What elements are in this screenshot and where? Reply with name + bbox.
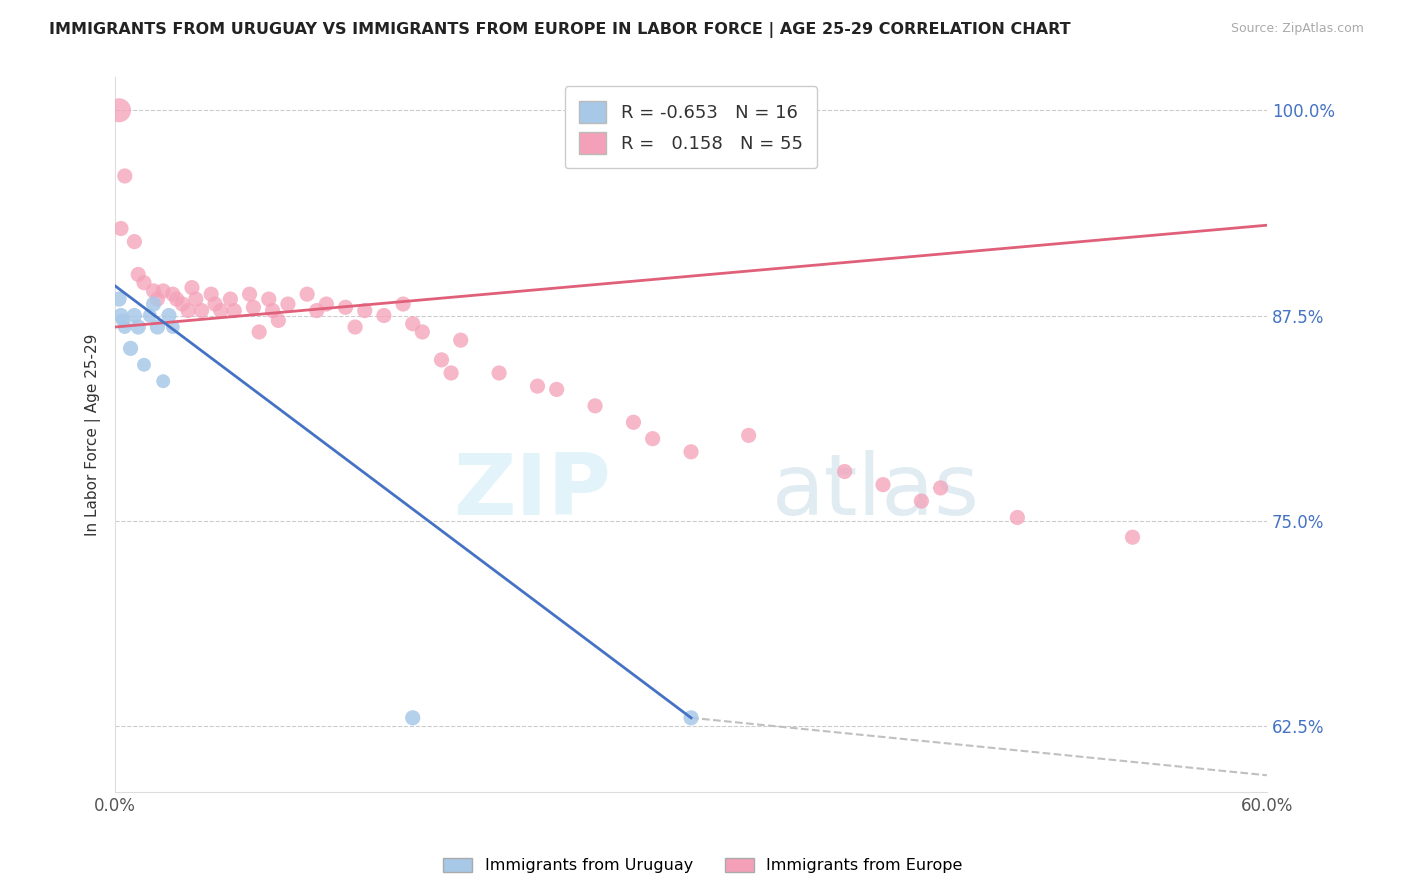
Point xyxy=(184,292,207,306)
Point xyxy=(262,303,284,318)
Point xyxy=(209,303,232,318)
Legend: R = -0.653   N = 16, R =   0.158   N = 55: R = -0.653 N = 16, R = 0.158 N = 55 xyxy=(565,87,817,169)
Point xyxy=(124,309,146,323)
Point xyxy=(157,309,180,323)
Point xyxy=(583,399,606,413)
Point xyxy=(162,287,184,301)
Point xyxy=(162,320,184,334)
Point xyxy=(440,366,463,380)
Point xyxy=(132,276,155,290)
Point xyxy=(142,284,165,298)
Point xyxy=(526,379,548,393)
Point xyxy=(108,103,131,118)
Point xyxy=(238,287,260,301)
Point xyxy=(411,325,433,339)
Point xyxy=(834,465,856,479)
Point xyxy=(114,320,136,334)
Point xyxy=(450,333,472,347)
Point xyxy=(224,303,246,318)
Point xyxy=(127,320,149,334)
Point xyxy=(277,297,299,311)
Point xyxy=(546,383,568,397)
Point xyxy=(488,366,510,380)
Legend: Immigrants from Uruguay, Immigrants from Europe: Immigrants from Uruguay, Immigrants from… xyxy=(437,851,969,880)
Point xyxy=(127,268,149,282)
Point xyxy=(219,292,242,306)
Point xyxy=(679,711,702,725)
Point xyxy=(124,235,146,249)
Point xyxy=(679,445,702,459)
Point xyxy=(353,303,375,318)
Point xyxy=(315,297,337,311)
Text: IMMIGRANTS FROM URUGUAY VS IMMIGRANTS FROM EUROPE IN LABOR FORCE | AGE 25-29 COR: IMMIGRANTS FROM URUGUAY VS IMMIGRANTS FR… xyxy=(49,22,1071,38)
Point xyxy=(132,358,155,372)
Point xyxy=(373,309,395,323)
Point xyxy=(1121,530,1143,544)
Point xyxy=(267,313,290,327)
Point xyxy=(242,301,264,315)
Text: ZIP: ZIP xyxy=(453,450,610,533)
Point xyxy=(172,297,194,311)
Point xyxy=(392,297,415,311)
Point xyxy=(190,303,212,318)
Point xyxy=(1007,510,1029,524)
Point xyxy=(402,711,425,725)
Point xyxy=(305,303,328,318)
Point xyxy=(177,303,200,318)
Point xyxy=(181,280,204,294)
Point xyxy=(120,342,142,356)
Point xyxy=(152,284,174,298)
Text: atlas: atlas xyxy=(772,450,980,533)
Point xyxy=(111,313,134,327)
Point xyxy=(114,169,136,183)
Point xyxy=(152,374,174,388)
Point xyxy=(146,292,169,306)
Point xyxy=(110,221,132,235)
Point xyxy=(166,292,188,306)
Point xyxy=(257,292,280,306)
Point xyxy=(430,352,453,367)
Point xyxy=(146,320,169,334)
Text: Source: ZipAtlas.com: Source: ZipAtlas.com xyxy=(1230,22,1364,36)
Point xyxy=(872,477,894,491)
Point xyxy=(737,428,759,442)
Point xyxy=(344,320,367,334)
Point xyxy=(641,432,664,446)
Point xyxy=(204,297,226,311)
Point xyxy=(110,309,132,323)
Point xyxy=(139,309,162,323)
Point xyxy=(142,297,165,311)
Point xyxy=(200,287,222,301)
Point xyxy=(910,494,932,508)
Point xyxy=(335,301,357,315)
Y-axis label: In Labor Force | Age 25-29: In Labor Force | Age 25-29 xyxy=(86,334,101,536)
Point xyxy=(929,481,952,495)
Point xyxy=(623,415,645,429)
Point xyxy=(295,287,318,301)
Point xyxy=(402,317,425,331)
Point xyxy=(108,292,131,306)
Point xyxy=(247,325,270,339)
